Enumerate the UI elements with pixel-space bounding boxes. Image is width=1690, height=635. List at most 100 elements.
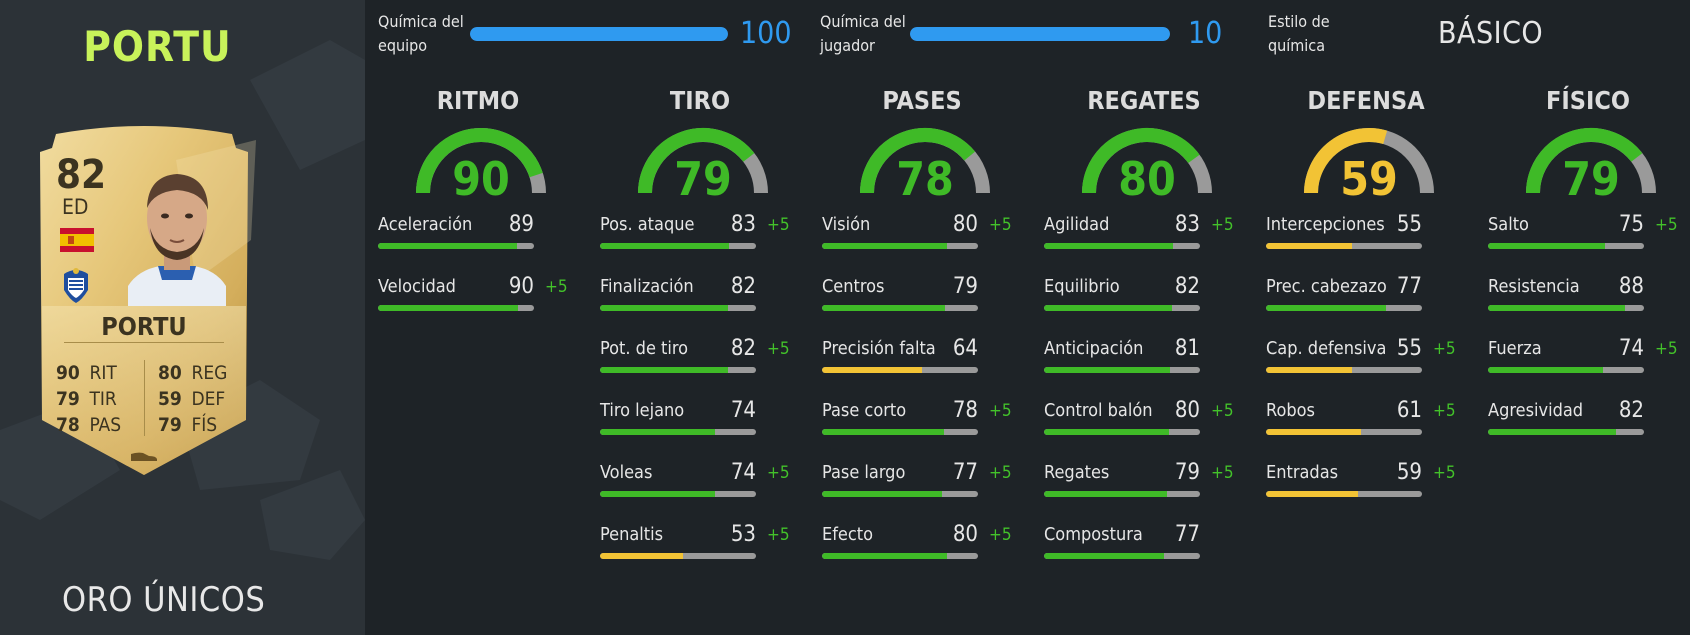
category-title: RITMO — [436, 86, 520, 115]
stat-bar-fill — [600, 367, 728, 373]
stat-value: 80 — [1174, 398, 1200, 423]
player-chemistry-fill — [910, 27, 1170, 41]
stat-bar-fill — [600, 429, 716, 435]
stat-bar — [822, 305, 978, 311]
stat-row: Resistencia 88 — [1488, 274, 1690, 320]
category-gauge — [638, 128, 768, 194]
stat-value: 55 — [1396, 336, 1422, 361]
player-card[interactable]: 82 ED PORTU 90 RIT 79 TIR 78 — [26, 120, 262, 480]
stat-label: Efecto — [822, 524, 874, 545]
stat-bonus: +5 — [989, 215, 1012, 235]
stat-bar — [1266, 367, 1422, 373]
stat-row: Salto 75 +5 — [1488, 212, 1690, 258]
stat-value: 79 — [952, 274, 978, 299]
stat-bar — [1266, 491, 1422, 497]
category-gauge — [1526, 128, 1656, 194]
gauge-fill — [1304, 128, 1388, 194]
stat-row: Visión 80 +5 — [822, 212, 1032, 258]
stat-bar — [600, 243, 756, 249]
stat-value: 89 — [508, 212, 534, 237]
stat-row: Aceleración 89 — [378, 212, 588, 258]
card-stat-def: 59 DEF — [158, 388, 226, 410]
stat-row: Pase corto 78 +5 — [822, 398, 1032, 444]
stat-bonus: +5 — [1655, 215, 1678, 235]
stat-bonus: +5 — [1211, 215, 1234, 235]
stat-label: Prec. cabezazo — [1266, 276, 1387, 297]
stat-bonus: +5 — [989, 525, 1012, 545]
stat-bar-fill — [1044, 491, 1168, 497]
stat-bar — [1044, 305, 1200, 311]
stat-column-pases: PASES 78 Visión 80 +5 Centros 79 Precisión falt… — [822, 82, 1022, 622]
stat-label: Resistencia — [1488, 276, 1580, 297]
stat-value: 83 — [1174, 212, 1200, 237]
stat-label: Pos. ataque — [600, 214, 695, 235]
stat-bar-fill — [822, 305, 946, 311]
stat-bonus: +5 — [767, 525, 790, 545]
stat-bar-fill — [1266, 305, 1387, 311]
stat-label: Finalización — [600, 276, 694, 297]
stat-label: Pot. de tiro — [600, 338, 689, 359]
stat-row: Agilidad 83 +5 — [1044, 212, 1254, 258]
stat-label: Centros — [822, 276, 885, 297]
stat-bar — [1488, 429, 1644, 435]
stat-value: 83 — [730, 212, 756, 237]
club-crest-icon — [64, 268, 88, 303]
stat-bar — [600, 491, 756, 497]
stat-bar-fill — [822, 243, 947, 249]
stat-row: Cap. defensiva 55 +5 — [1266, 336, 1476, 382]
stat-value: 80 — [952, 212, 978, 237]
stat-value: 81 — [1174, 336, 1200, 361]
chemistry-style-label: Estilo de química — [1268, 12, 1330, 55]
stat-bar — [1044, 491, 1200, 497]
category-gauge — [1304, 128, 1434, 194]
stat-bar-fill — [822, 429, 944, 435]
stat-value: 82 — [730, 336, 756, 361]
boot-icon — [131, 452, 157, 461]
stat-column-regates: REGATES 80 Agilidad 83 +5 Equilibrio 82 Anticip… — [1044, 82, 1244, 622]
background-pattern — [0, 40, 365, 560]
card-rarity: ORO ÚNICOS — [62, 580, 266, 620]
stat-label: Salto — [1488, 214, 1529, 235]
gauge-fill — [860, 128, 976, 194]
chemistry-style-value[interactable]: BÁSICO — [1438, 16, 1544, 51]
stat-bonus: +5 — [767, 215, 790, 235]
category-value: 79 — [1562, 152, 1620, 206]
stat-bar — [1488, 305, 1644, 311]
stat-bar-fill — [1488, 429, 1616, 435]
stat-row: Compostura 77 — [1044, 522, 1254, 568]
player-panel: PORTU 82 ED — [0, 0, 365, 635]
stat-label: Agilidad — [1044, 214, 1110, 235]
stat-label: Robos — [1266, 400, 1315, 421]
stat-row: Pase largo 77 +5 — [822, 460, 1032, 506]
stat-bar — [1044, 429, 1200, 435]
stat-bonus: +5 — [989, 401, 1012, 421]
card-stat-fis: 79 FÍS — [158, 414, 218, 436]
stat-label: Velocidad — [378, 276, 456, 297]
stat-label: Agresividad — [1488, 400, 1584, 421]
stat-row: Agresividad 82 — [1488, 398, 1690, 444]
stat-row: Efecto 80 +5 — [822, 522, 1032, 568]
stat-bonus: +5 — [1433, 339, 1456, 359]
stat-bonus: +5 — [1211, 463, 1234, 483]
stat-bar-fill — [1488, 305, 1626, 311]
team-chemistry-fill — [470, 27, 728, 41]
category-value: 78 — [896, 152, 954, 206]
stat-label: Fuerza — [1488, 338, 1542, 359]
stat-row: Prec. cabezazo 77 — [1266, 274, 1476, 320]
stat-bar-fill — [1266, 367, 1352, 373]
card-stat-tir: 79 TIR — [56, 388, 117, 410]
category-value: 90 — [452, 152, 510, 206]
stat-bar-fill — [1488, 367, 1604, 373]
category-gauge — [860, 128, 990, 194]
card-rating: 82 — [56, 152, 107, 198]
stat-bar-fill — [1044, 429, 1169, 435]
stat-bonus: +5 — [1433, 463, 1456, 483]
stat-column-tiro: TIRO 79 Pos. ataque 83 +5 Finalización 82 Pot. … — [600, 82, 800, 622]
stat-value: 55 — [1396, 212, 1422, 237]
stat-bar-fill — [600, 553, 683, 559]
stat-bar — [1488, 243, 1644, 249]
stat-value: 82 — [1618, 398, 1644, 423]
stat-column-fisico: FÍSICO 79 Salto 75 +5 Resistencia 88 Fuerza 74 +5… — [1488, 82, 1688, 622]
stat-row: Tiro lejano 74 — [600, 398, 810, 444]
player-name: PORTU — [83, 22, 232, 71]
